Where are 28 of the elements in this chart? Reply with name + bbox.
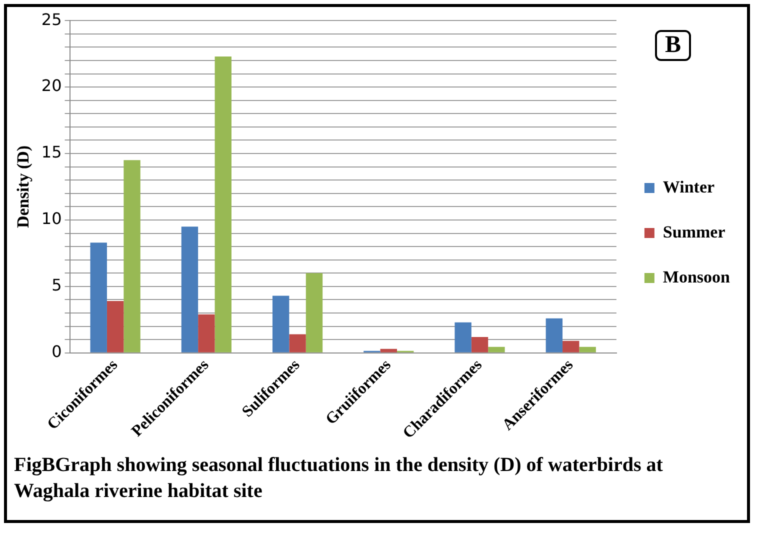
- legend-label: Summer: [662, 222, 726, 242]
- text: FigBGraph showing seasonal fluctuations in the density (D) of waterbirds at Waghala riverine habitat site: [14, 453, 664, 504]
- bar: [198, 314, 215, 352]
- y-tick-label: 15: [41, 142, 62, 162]
- bar: [272, 296, 290, 352]
- bar: [562, 340, 580, 352]
- y-tick-label: 10: [41, 209, 62, 228]
- legend-label: Monsoon: [662, 267, 731, 286]
- y-tick-label: 20: [41, 76, 62, 96]
- y-tick-label: 25: [41, 10, 62, 29]
- bar: [289, 334, 306, 352]
- y-tick-label: 5: [52, 276, 62, 295]
- y-axis-title: Density (D): [14, 145, 33, 228]
- bar: [546, 318, 563, 352]
- bar: [380, 348, 398, 352]
- bar: [124, 160, 140, 352]
- text: B: [655, 30, 692, 61]
- bar: [106, 301, 124, 352]
- bar: [488, 346, 505, 352]
- bar: [214, 56, 232, 352]
- bar: [306, 273, 323, 352]
- legend-label: Winter: [662, 177, 716, 196]
- bar: [579, 346, 596, 352]
- bar: [181, 226, 198, 352]
- bar: [454, 322, 472, 352]
- bar: [471, 336, 488, 352]
- bar: [90, 242, 107, 352]
- y-tick-label: 0: [52, 342, 62, 362]
